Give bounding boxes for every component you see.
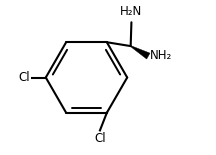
Polygon shape <box>130 46 150 59</box>
Text: Cl: Cl <box>94 132 106 145</box>
Text: NH₂: NH₂ <box>150 49 172 62</box>
Text: Cl: Cl <box>19 71 30 84</box>
Text: H₂N: H₂N <box>119 5 142 18</box>
